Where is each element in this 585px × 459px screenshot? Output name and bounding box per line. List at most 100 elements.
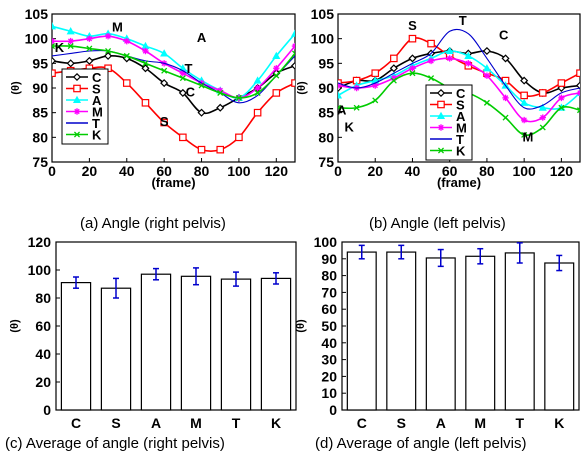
y-tick-label: 20 bbox=[35, 374, 51, 390]
point-K bbox=[67, 43, 74, 50]
point-A bbox=[464, 51, 473, 59]
legend-marker-A bbox=[436, 111, 446, 120]
category-label-A: A bbox=[436, 415, 446, 431]
bar-T bbox=[220, 278, 252, 411]
point-A bbox=[253, 76, 262, 84]
x-tick-label: 0 bbox=[334, 163, 342, 179]
point-S bbox=[52, 69, 56, 78]
x-tick-label: 120 bbox=[265, 163, 289, 179]
category-label-S: S bbox=[111, 415, 120, 431]
x-tick-label: 20 bbox=[367, 163, 383, 179]
y-tick-label: 70 bbox=[321, 284, 337, 300]
category-label-T: T bbox=[232, 415, 241, 431]
y-tick-label: 10 bbox=[321, 385, 337, 401]
legend-label-M: M bbox=[456, 121, 467, 136]
point-K bbox=[105, 47, 112, 55]
point-S bbox=[272, 89, 281, 97]
point-M bbox=[254, 84, 261, 92]
point-K bbox=[52, 43, 56, 50]
point-C bbox=[501, 54, 510, 63]
point-S bbox=[197, 145, 206, 154]
y-axis-label: (θ) bbox=[296, 81, 308, 95]
point-S bbox=[160, 118, 168, 127]
point-M bbox=[104, 33, 112, 40]
y-tick-label: 90 bbox=[321, 251, 337, 267]
annotation-T: T bbox=[459, 13, 467, 28]
x-tick-label: 100 bbox=[512, 163, 536, 179]
legend-label-A: A bbox=[456, 109, 466, 124]
legend-marker-A bbox=[72, 95, 82, 104]
category-label-K: K bbox=[271, 415, 281, 431]
x-tick-label: 40 bbox=[119, 163, 135, 179]
point-K bbox=[338, 104, 342, 111]
point-C bbox=[290, 61, 295, 70]
point-K bbox=[235, 94, 242, 101]
bar-A bbox=[425, 257, 456, 411]
bar-A bbox=[140, 273, 172, 411]
point-M bbox=[427, 57, 435, 65]
y-tick-label: 40 bbox=[321, 335, 337, 351]
point-S bbox=[390, 54, 398, 63]
category-label-S: S bbox=[397, 415, 406, 431]
caption-a: (a) Angle (right pelvis) bbox=[80, 215, 226, 232]
point-C bbox=[104, 51, 113, 60]
point-K bbox=[428, 75, 435, 82]
point-K bbox=[390, 77, 397, 84]
x-tick-label: 100 bbox=[227, 163, 251, 179]
bar-M bbox=[465, 255, 496, 411]
point-M bbox=[217, 87, 224, 94]
y-tick-label: 85 bbox=[318, 105, 334, 121]
point-M bbox=[483, 72, 491, 79]
point-K bbox=[179, 75, 186, 82]
point-A bbox=[290, 29, 295, 37]
point-S bbox=[291, 79, 295, 87]
point-M bbox=[465, 60, 472, 67]
legend-marker-M bbox=[437, 124, 445, 131]
point-M bbox=[86, 35, 93, 42]
x-axis-label: (frame) bbox=[151, 175, 195, 190]
legend-label-C: C bbox=[92, 70, 102, 85]
legend-label-M: M bbox=[92, 105, 103, 120]
point-K bbox=[198, 82, 205, 89]
legend-label-C: C bbox=[456, 86, 466, 101]
y-tick-label: 105 bbox=[25, 6, 49, 22]
caption-d: (d) Average of angle (left pelvis) bbox=[315, 435, 527, 452]
point-M bbox=[558, 94, 565, 102]
line-chart-b: 75 80 85 90 95 100 105 0 20 40 60 80 100 120 (frame) (θ… bbox=[296, 6, 581, 190]
point-A bbox=[538, 103, 547, 111]
bar-T bbox=[504, 252, 535, 411]
point-S bbox=[557, 79, 566, 87]
plot-frame bbox=[55, 241, 297, 411]
legend-label-S: S bbox=[92, 82, 101, 97]
legend-marker-K bbox=[437, 147, 445, 154]
point-K bbox=[254, 89, 261, 96]
x-tick-label: 20 bbox=[82, 163, 98, 179]
point-A bbox=[338, 91, 343, 99]
legend-box bbox=[61, 68, 109, 145]
point-C bbox=[482, 46, 491, 56]
y-tick-label: 60 bbox=[35, 318, 51, 334]
x-tick-label: 120 bbox=[550, 163, 574, 179]
x-tick-label: 60 bbox=[442, 163, 458, 179]
legend-marker-C bbox=[436, 88, 446, 98]
point-C bbox=[520, 76, 529, 85]
point-K bbox=[409, 70, 416, 77]
point-M bbox=[273, 65, 280, 72]
point-S bbox=[235, 133, 243, 142]
y-tick-label: 50 bbox=[321, 318, 337, 334]
bar-C bbox=[346, 251, 377, 411]
point-A bbox=[520, 98, 529, 106]
legend-label-T: T bbox=[92, 116, 100, 131]
point-S bbox=[538, 89, 547, 97]
point-M bbox=[390, 74, 398, 82]
y-tick-label: 80 bbox=[32, 129, 48, 145]
point-K bbox=[539, 124, 546, 131]
point-S bbox=[576, 69, 580, 78]
annotation-A: A bbox=[337, 103, 347, 118]
point-C bbox=[66, 59, 75, 68]
legend-marker-K bbox=[73, 131, 81, 138]
annotation-C: C bbox=[499, 28, 509, 43]
point-S bbox=[179, 133, 187, 142]
